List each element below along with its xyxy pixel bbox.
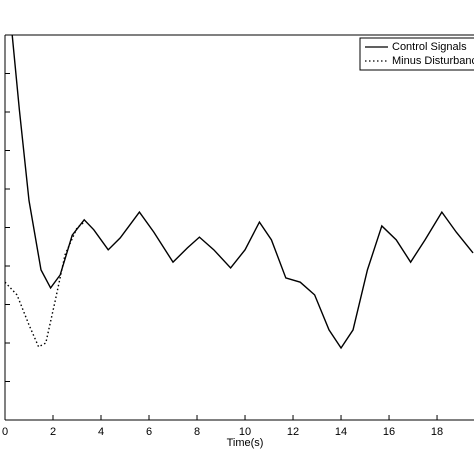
x-axis-label: Time(s) — [227, 437, 264, 449]
x-tick-label: 2 — [50, 426, 56, 438]
x-tick-label: 12 — [287, 426, 299, 438]
x-tick-label: 6 — [146, 426, 152, 438]
x-tick-label: 18 — [431, 426, 443, 438]
x-tick-label: 10 — [239, 426, 251, 438]
x-tick-label: 0 — [2, 426, 8, 438]
legend-label: Control Signals — [392, 41, 467, 53]
x-tick-label: 8 — [194, 426, 200, 438]
legend: Control Signals Minus Disturbance — [359, 37, 474, 71]
x-tick-label: 16 — [383, 426, 395, 438]
legend-label: Minus Disturbance — [392, 55, 474, 67]
series-line — [5, 221, 85, 348]
x-tick-label: 14 — [335, 426, 347, 438]
x-tick-label: 4 — [98, 426, 104, 438]
series-line — [11, 35, 474, 350]
legend-box — [359, 37, 474, 71]
